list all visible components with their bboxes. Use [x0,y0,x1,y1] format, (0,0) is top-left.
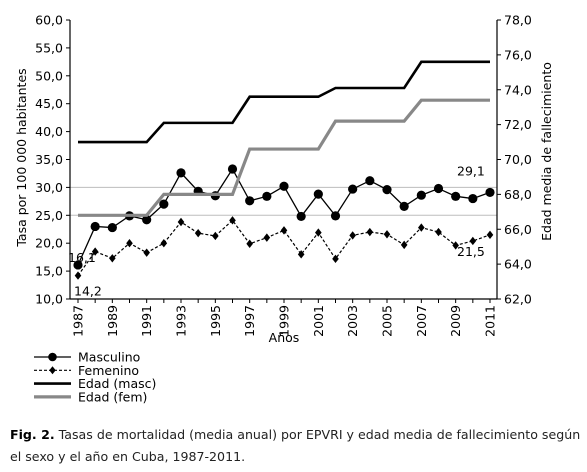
data-point-femenino [366,227,374,237]
data-point-masculino [245,196,255,206]
data-point-femenino [280,226,288,235]
series-line-edad-masc [78,60,490,144]
data-point-masculino [142,215,152,225]
data-point-femenino [229,216,236,225]
right-tick-label: 66,0 [504,222,532,237]
data-point-femenino [383,230,391,239]
right-tick-label: 62,0 [504,292,532,307]
x-tick-label: 2007 [414,305,429,337]
x-tick-label: 1989 [105,305,120,337]
legend-marker-masculino [48,352,57,362]
legend-marker-femenino [49,366,56,375]
left-tick-label: 15,0 [35,264,63,279]
x-tick-label: 1991 [139,305,154,337]
data-point-femenino [194,228,202,238]
left-tick-label: 10,0 [35,292,63,307]
data-point-masculino [399,201,409,211]
figure-caption: Fig. 2. Tasas de mortalidad (media anual… [10,424,582,468]
y-axis-right-title: Edad media de fallecimiento [539,62,554,241]
data-point-femenino [435,227,442,237]
data-point-femenino [418,223,425,232]
data-point-masculino [107,222,117,233]
left-tick-label: 60,0 [35,13,63,28]
data-point-masculino [468,193,478,204]
left-tick-label: 45,0 [35,96,63,111]
data-point-femenino [263,233,271,242]
data-point-femenino [177,217,185,227]
data-label: 29,1 [457,163,485,178]
data-point-masculino [90,221,100,232]
data-point-femenino [297,250,305,259]
data-point-masculino [227,164,238,174]
data-point-femenino [246,239,253,248]
data-label: 21,5 [457,244,485,259]
left-tick-label: 35,0 [35,152,63,167]
series-line-edad-fem [78,98,490,217]
legend-label-femenino: Femenino [78,363,139,378]
data-point-masculino [382,185,392,195]
data-point-femenino [315,228,322,237]
data-point-masculino [433,183,444,194]
data-point-masculino [313,189,323,199]
data-point-femenino [74,271,82,280]
left-tick-label: 55,0 [35,40,63,55]
data-point-femenino [486,230,494,240]
data-point-femenino [349,231,356,240]
caption-label: Fig. 2. [10,427,55,442]
left-tick-label: 40,0 [35,124,63,139]
chart: 10,0 15,0 20,0 25,0 30,0 35,0 40,0 45,0 50,0 55,0… [14,13,554,405]
data-point-femenino [452,241,459,250]
data-label: 14,2 [74,284,102,299]
data-point-femenino [400,240,408,250]
x-tick-label: 2003 [345,305,360,337]
legend-label-edad-masc: Edad (masc) [78,376,156,391]
x-tick-label: 1997 [242,305,257,337]
data-label: 16,1 [68,250,96,265]
x-axis-title: Años [269,330,300,345]
right-tick-label: 64,0 [504,257,532,272]
x-tick-label: 2001 [311,305,326,337]
right-tick-label: 68,0 [504,187,532,202]
x-tick-label: 1993 [174,305,189,337]
x-tick-label: 1999 [277,305,292,337]
left-tick-label: 50,0 [35,68,63,83]
right-tick-label: 72,0 [504,117,532,132]
legend-label-masculino: Masculino [78,350,140,365]
data-point-femenino [126,239,133,248]
x-tick-label: 2011 [483,305,498,337]
data-point-masculino [279,181,289,191]
legend-label-edad-fem: Edad (fem) [78,389,147,404]
data-point-masculino [485,187,495,198]
left-tick-label: 25,0 [35,208,63,223]
data-point-femenino [332,254,339,264]
data-point-femenino [212,231,219,241]
data-point-femenino [91,247,99,256]
data-point-masculino [176,168,186,178]
left-tick-label: 20,0 [35,236,63,251]
data-point-masculino [296,211,306,222]
data-point-masculino [416,190,426,200]
caption-text: Tasas de mortalidad (media anual) por EP… [10,427,581,464]
data-point-femenino [160,239,168,248]
right-tick-label: 78,0 [504,13,532,28]
data-point-masculino [348,184,358,194]
left-tick-label: 30,0 [35,180,63,195]
data-point-masculino [330,211,341,221]
right-tick-label: 76,0 [504,47,532,62]
right-tick-label: 74,0 [504,82,532,97]
right-tick-label: 70,0 [504,152,532,167]
x-tick-label: 2009 [448,305,463,337]
data-point-masculino [262,191,272,201]
data-point-masculino [73,260,83,270]
y-axis-left-title: Tasa por 100 000 habitantes [14,68,29,247]
x-tick-label: 1995 [208,305,223,337]
data-point-femenino [109,254,116,263]
data-point-masculino [365,176,375,186]
data-point-femenino [469,236,477,246]
x-tick-label: 1987 [71,305,86,337]
data-point-masculino [451,191,461,201]
data-point-femenino [143,248,150,257]
x-tick-label: 2005 [380,305,395,337]
data-point-masculino [159,199,169,209]
